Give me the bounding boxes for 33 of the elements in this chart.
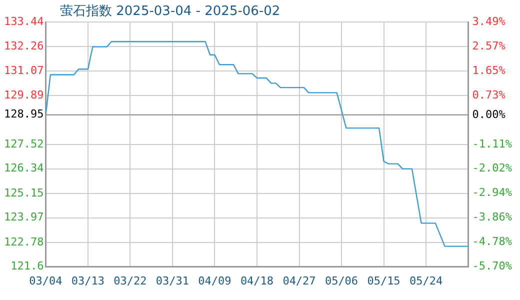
y-tick-label: 125.15 bbox=[4, 186, 44, 200]
y2-tick-label: -2.02% bbox=[472, 162, 512, 175]
x-tick-label: 04/18 bbox=[240, 274, 274, 288]
x-tick-label: 05/06 bbox=[324, 274, 358, 288]
x-tick-label: 04/27 bbox=[282, 274, 316, 288]
y2-tick-label: 0.73% bbox=[472, 88, 506, 102]
y-tick-label: 123.97 bbox=[4, 210, 44, 224]
y-tick-label: 133.44 bbox=[4, 14, 44, 28]
y2-tick-label: 1.65% bbox=[472, 64, 506, 77]
x-tick-label: 03/31 bbox=[156, 274, 190, 288]
x-tick-label: 03/04 bbox=[29, 274, 63, 288]
x-tick-label: 05/15 bbox=[367, 274, 400, 288]
x-tick-label: 04/09 bbox=[198, 274, 232, 288]
y-tick-label: 121.6 bbox=[10, 260, 44, 273]
y-tick-label: 128.95 bbox=[4, 108, 44, 121]
x-tick-label: 03/13 bbox=[71, 274, 105, 288]
y2-tick-label: -3.86% bbox=[472, 210, 512, 224]
y2-tick-label: -2.94% bbox=[472, 186, 512, 200]
y2-tick-label: -4.78% bbox=[472, 235, 512, 248]
y2-tick-label: -5.70% bbox=[472, 260, 512, 273]
chart-title: 萤石指数 2025-03-04 - 2025-06-02 bbox=[60, 3, 280, 20]
y-tick-label: 131.07 bbox=[4, 64, 44, 77]
y-tick-label: 126.34 bbox=[4, 162, 44, 175]
y2-tick-label: 2.57% bbox=[472, 39, 506, 52]
y2-tick-label: 0.00% bbox=[472, 108, 506, 121]
y-tick-label: 122.78 bbox=[4, 235, 44, 248]
y-tick-label: 132.26 bbox=[4, 39, 44, 52]
x-tick-label: 03/22 bbox=[114, 274, 147, 288]
y-tick-label: 127.52 bbox=[4, 137, 44, 150]
x-tick-label: 05/24 bbox=[409, 274, 443, 288]
y2-tick-label: 3.49% bbox=[472, 14, 506, 28]
y2-tick-label: -1.11% bbox=[472, 137, 512, 150]
y-tick-label: 129.89 bbox=[4, 88, 44, 102]
